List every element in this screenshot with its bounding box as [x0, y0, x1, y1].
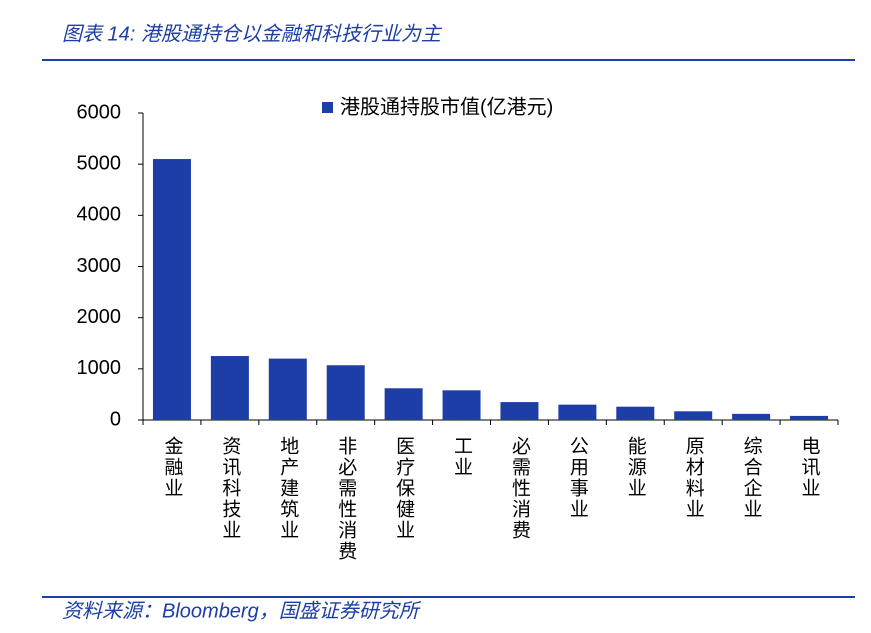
bar	[442, 390, 481, 420]
x-tick-label: 综合企业	[741, 436, 763, 520]
y-tick-label: 0	[110, 408, 121, 430]
x-tick-label: 必需性消费	[509, 436, 531, 541]
legend-label: 港股通持股市值(亿港元)	[340, 95, 553, 118]
legend-swatch	[322, 102, 333, 113]
x-tick-label: 公用事业	[567, 436, 589, 520]
bar	[210, 356, 249, 420]
x-tick-label: 非必需性消费	[335, 436, 357, 562]
x-tick-label: 医疗保健业	[393, 436, 415, 541]
x-tick-label: 金融业	[161, 436, 183, 499]
bar	[152, 159, 191, 421]
x-tick-label: 电讯业	[799, 436, 821, 499]
bar	[500, 402, 539, 420]
x-tick-label: 能源业	[625, 436, 647, 499]
bar	[732, 413, 771, 420]
y-tick-label: 2000	[77, 306, 122, 328]
bar	[326, 365, 365, 420]
x-tick-label: 工业	[451, 436, 473, 478]
bar	[558, 404, 597, 420]
bar	[384, 388, 423, 420]
y-tick-label: 6000	[77, 101, 122, 123]
y-tick-label: 5000	[77, 152, 122, 174]
source-note: 资料来源：Bloomberg，国盛证券研究所	[62, 600, 422, 622]
x-tick-label: 地产建筑业	[277, 436, 299, 541]
bar	[268, 358, 307, 420]
y-tick-label: 3000	[77, 255, 122, 277]
x-tick-label: 资讯科技业	[219, 436, 241, 541]
y-tick-label: 4000	[77, 204, 122, 226]
bar	[674, 411, 713, 420]
x-tick-label: 原材料业	[683, 436, 705, 520]
y-tick-label: 1000	[77, 357, 122, 379]
chart-title: 图表 14: 港股通持仓以金融和科技行业为主	[62, 23, 443, 45]
bar	[790, 415, 829, 420]
bar	[616, 406, 655, 420]
